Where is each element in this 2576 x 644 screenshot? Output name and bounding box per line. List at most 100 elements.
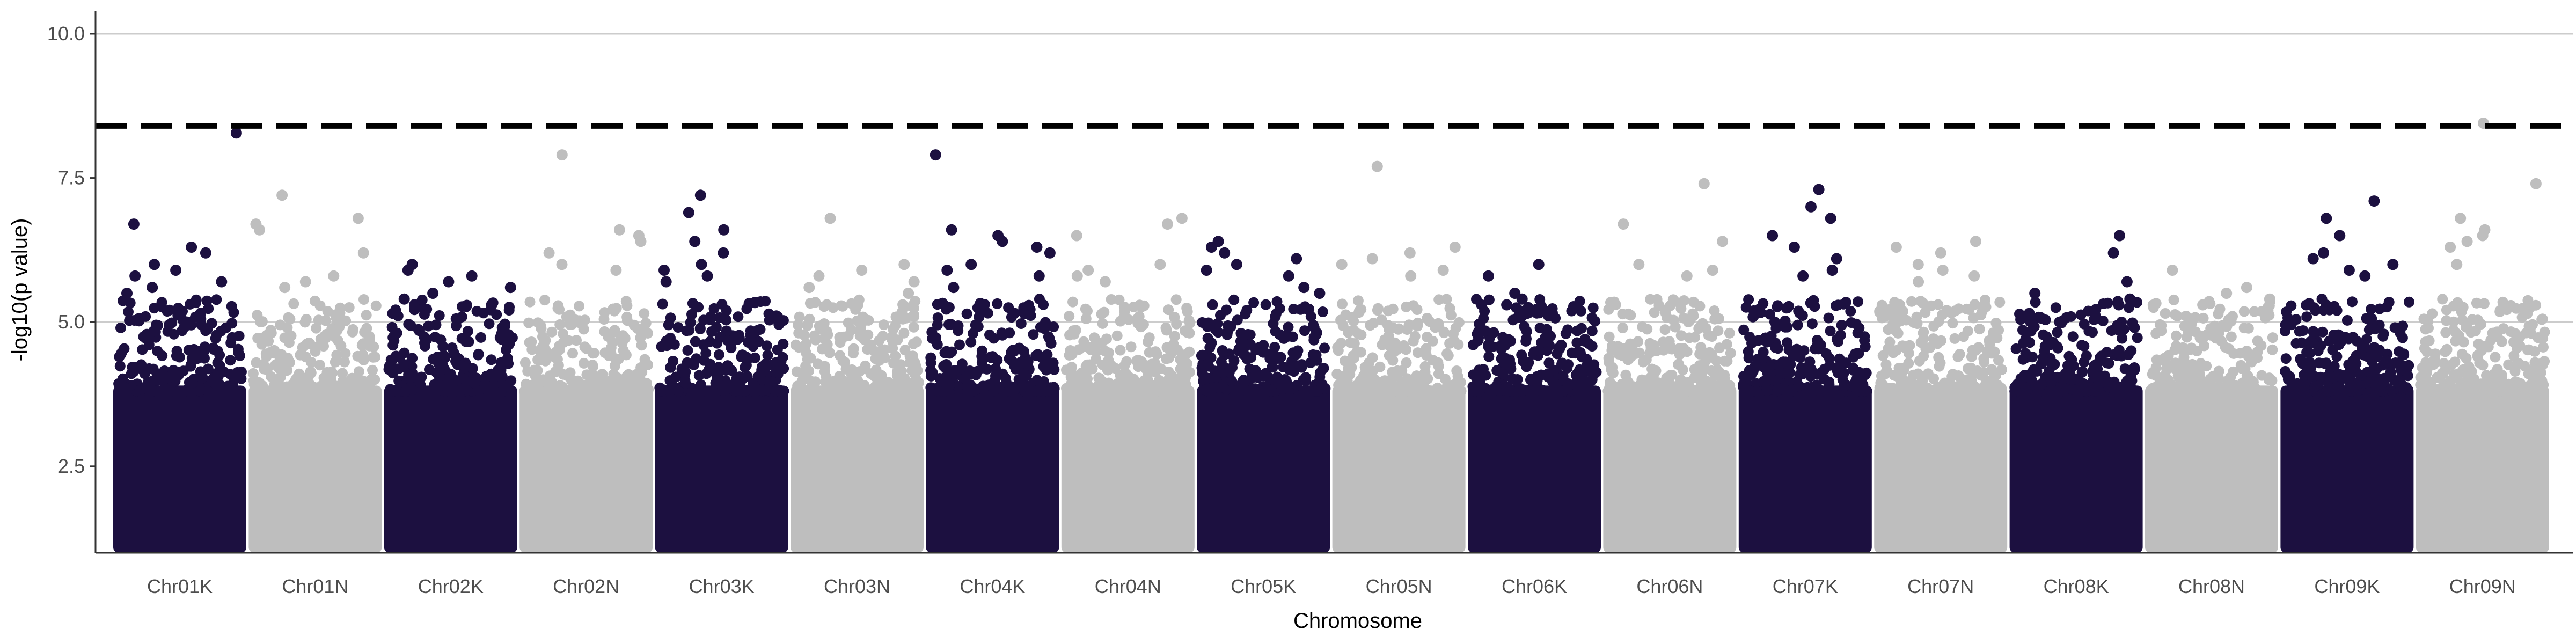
snp-point <box>976 350 987 362</box>
snp-point <box>984 329 995 340</box>
snp-point <box>2341 314 2353 326</box>
x-tick-label: Chr06K <box>1502 575 1567 597</box>
snp-point <box>2146 385 2157 397</box>
snp-point <box>282 365 292 376</box>
snp-point <box>546 377 558 388</box>
snp-point <box>1603 353 1614 364</box>
snp-point <box>579 341 590 353</box>
peak-point <box>1291 253 1302 265</box>
snp-point <box>941 359 952 370</box>
snp-point <box>1393 324 1404 335</box>
snp-point <box>873 384 884 396</box>
snp-point <box>968 385 979 397</box>
snp-point <box>1246 372 1257 384</box>
snp-point <box>2015 373 2026 384</box>
snp-point <box>829 376 840 387</box>
snp-point <box>447 342 458 353</box>
peak-point <box>147 282 158 294</box>
snp-point <box>1353 328 1364 340</box>
snp-point <box>1087 363 1098 375</box>
snp-point <box>398 362 409 373</box>
snp-point <box>1974 324 1985 335</box>
snp-point <box>2347 296 2358 308</box>
snp-point <box>450 313 462 324</box>
snp-point <box>2351 335 2362 347</box>
snp-point <box>2481 370 2492 381</box>
snp-point <box>1123 382 1134 392</box>
snp-point <box>1670 296 1681 307</box>
snp-point <box>1914 355 1925 367</box>
x-tick-label: Chr05N <box>1366 575 1432 597</box>
peak-point <box>1681 270 1693 282</box>
snp-point <box>1912 386 1923 397</box>
snp-point <box>2468 377 2479 388</box>
snp-point <box>968 328 979 339</box>
snp-point <box>1283 379 1294 391</box>
snp-point <box>386 321 398 333</box>
snp-point <box>2087 369 2098 380</box>
snp-point <box>2381 302 2392 313</box>
snp-point <box>638 385 649 397</box>
peak-point <box>965 259 977 270</box>
chromosome-group-chr02n <box>519 149 654 553</box>
peak-point <box>1813 184 1825 195</box>
snp-point <box>388 331 399 342</box>
snp-point <box>1954 349 1965 360</box>
chromosome-group-chr02k <box>383 259 518 553</box>
peak-point <box>402 265 414 276</box>
snp-point <box>913 385 924 397</box>
snp-point <box>2305 363 2316 374</box>
snp-point <box>1963 363 1973 374</box>
snp-point <box>1408 300 1419 311</box>
peak-point <box>1283 270 1294 282</box>
snp-point <box>1659 324 1671 335</box>
snp-point <box>609 360 620 371</box>
snp-point <box>1250 344 1262 355</box>
snp-point <box>639 308 650 319</box>
snp-point <box>2019 382 2031 393</box>
snp-point <box>852 315 863 326</box>
snp-point <box>1678 295 1689 306</box>
snp-point <box>416 371 427 383</box>
snp-point <box>1348 350 1359 361</box>
snp-point <box>578 324 589 335</box>
snp-point <box>1271 352 1282 363</box>
snp-point <box>2148 369 2159 380</box>
snp-point <box>1400 344 1411 355</box>
snp-point <box>2329 361 2340 372</box>
snp-point <box>270 385 281 397</box>
peak-point <box>216 276 228 288</box>
snp-point <box>588 361 598 372</box>
point-band <box>519 385 653 553</box>
snp-point <box>762 349 773 361</box>
peak-point <box>1707 265 1718 276</box>
peak-point <box>2368 195 2380 207</box>
snp-point <box>2474 357 2485 369</box>
snp-point <box>303 337 314 348</box>
snp-point <box>1197 317 1208 328</box>
snp-point <box>1622 342 1633 354</box>
snp-point <box>2421 368 2432 379</box>
peak-point <box>121 288 133 299</box>
snp-point <box>368 341 379 353</box>
snp-point <box>2201 329 2213 340</box>
snp-point <box>183 345 194 356</box>
point-band <box>1061 385 1195 553</box>
snp-point <box>700 348 712 359</box>
snp-point <box>932 319 943 331</box>
snp-point <box>1304 303 1315 314</box>
axis-layer <box>94 11 2573 554</box>
snp-point <box>974 312 985 323</box>
snp-point <box>1603 304 1614 315</box>
snp-point <box>1852 348 1863 359</box>
snp-point <box>370 300 382 311</box>
snp-point <box>1859 335 1870 346</box>
snp-point <box>1401 357 1412 368</box>
snp-point <box>2508 336 2519 348</box>
snp-point <box>1785 358 1796 370</box>
snp-point <box>1836 320 1847 331</box>
point-band <box>2145 385 2278 553</box>
peak-point <box>718 247 729 259</box>
snp-point <box>487 371 498 382</box>
snp-point <box>1379 334 1391 346</box>
